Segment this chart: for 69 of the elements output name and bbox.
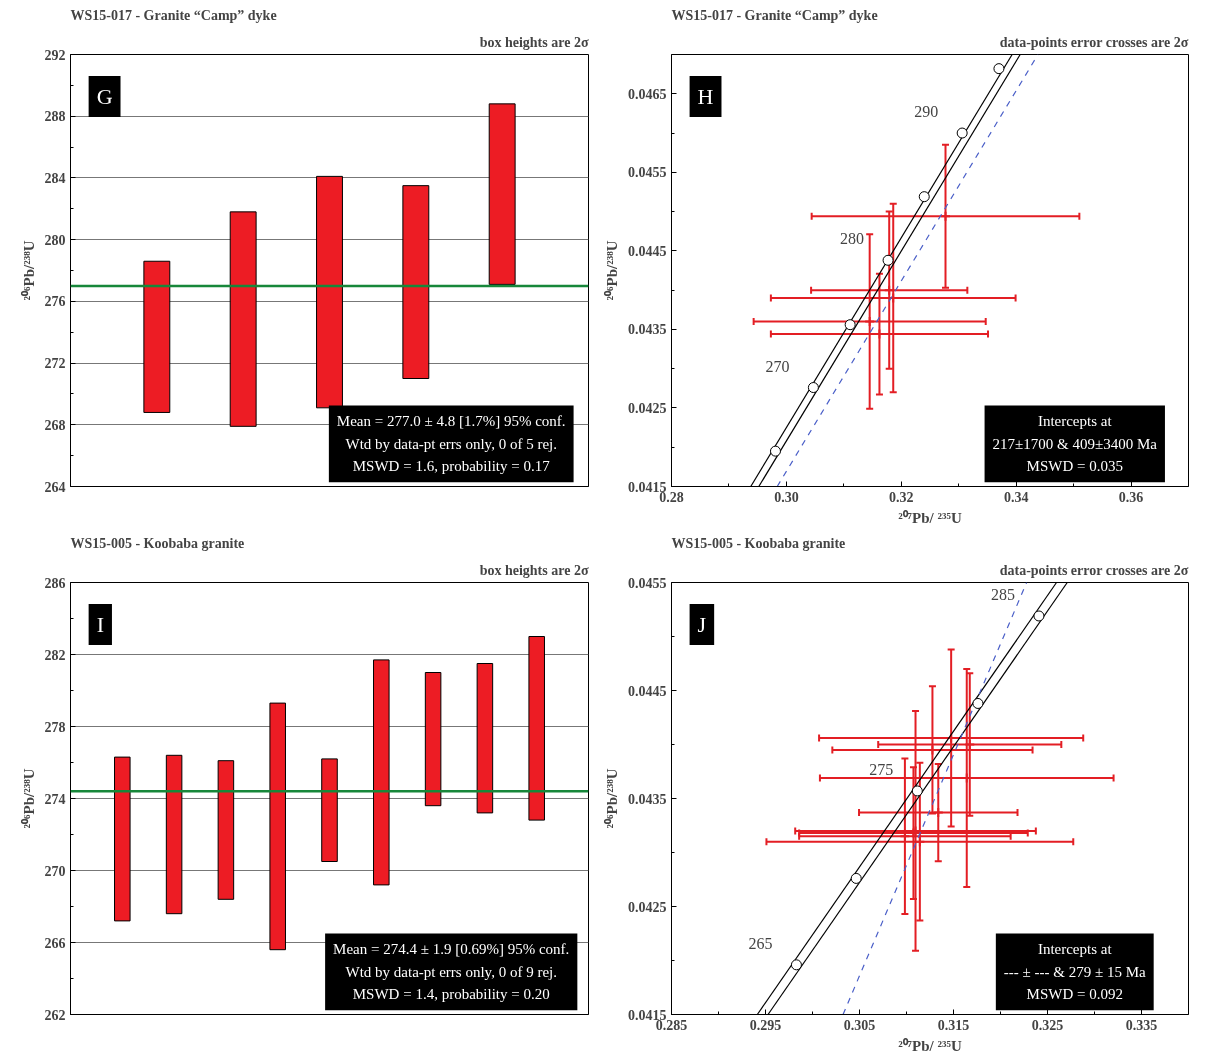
x-tick-label: 0.295 [749,1017,782,1033]
annotation: Wtd by data-pt errs only, 0 of 9 rej. [345,963,557,980]
annotation: Mean = 274.4 ± 1.9 [0.69%] 95% conf. [333,941,570,958]
y-tick-label: 0.0455 [628,575,667,591]
x-tick-label: 0.30 [774,489,799,505]
annotation: MSWD = 0.035 [1026,458,1123,475]
x-tick-label: 0.315 [937,1017,970,1033]
y-tick-label: 280 [44,232,66,248]
y-tick-label: 272 [44,356,66,372]
y-tick-label: 282 [44,647,66,663]
annotation: --- ± --- & 279 ± 15 Ma [1003,963,1147,980]
annotation: Mean = 277.0 ± 4.8 [1.7%] 95% conf. [336,413,566,430]
annotation: MSWD = 1.6, probability = 0.17 [352,458,551,475]
y-tick-label: 0.0445 [628,683,667,699]
annotation: 217±1700 & 409±3400 Ma [992,435,1158,452]
annotation: 285 [990,585,1015,603]
y-tick-label: 284 [44,170,66,186]
y-tick-label: 0.0455 [628,165,667,181]
annotation: MSWD = 1.4, probability = 0.20 [352,986,550,1003]
chart-title: WS15-005 - Koobaba granite [671,535,846,551]
annotation: 265 [748,934,773,952]
y-tick-label: 286 [44,575,66,591]
x-tick-label: 0.305 [843,1017,876,1033]
y-axis-title: ²⁰⁶Pb/²³⁸U [19,768,37,829]
annotation: MSWD = 0.092 [1026,986,1123,1003]
y-tick-label: 274 [44,791,66,807]
annotation: 275 [869,760,894,778]
x-tick-label: 0.36 [1118,489,1144,505]
annotation: J [697,612,707,638]
y-tick-label: 264 [44,479,66,495]
y-tick-label: 0.0425 [628,400,667,416]
chart-title: WS15-017 - Granite “Camp” dyke [70,7,277,23]
x-tick-label: 0.325 [1031,1017,1064,1033]
y-tick-label: 262 [44,1007,66,1023]
y-tick-label: 0.0425 [628,899,667,915]
y-tick-label: 0.0465 [628,86,667,102]
x-axis-title: ²⁰⁷Pb/ ²³⁵U [898,508,963,526]
y-tick-label: 268 [44,417,66,433]
x-tick-label: 0.335 [1125,1017,1158,1033]
chart-subtitle: box heights are 2σ [479,562,589,578]
annotation: 270 [765,357,790,375]
y-axis-title: ²⁰⁶Pb/²³⁸U [603,240,620,301]
x-tick-label: 0.32 [889,489,914,505]
annotation: 280 [840,230,865,248]
y-tick-label: 0.0435 [628,322,667,338]
annotation: Wtd by data-pt errs only, 0 of 5 rej. [345,435,557,452]
y-tick-label: 276 [44,294,66,310]
y-tick-label: 278 [44,719,66,735]
chart-title: WS15-005 - Koobaba granite [70,535,245,551]
y-tick-label: 266 [44,935,66,951]
annotation: H [697,84,714,110]
chart-subtitle: data-points error crosses are 2σ [999,34,1189,50]
y-axis-title: ²⁰⁶Pb/²³⁸U [19,240,37,301]
y-axis-title: ²⁰⁶Pb/²³⁸U [603,768,620,829]
y-tick-label: 288 [44,109,66,125]
annotation: Intercepts at [1037,941,1113,958]
chart-title: WS15-017 - Granite “Camp” dyke [671,7,878,23]
y-tick-label: 292 [44,47,66,63]
x-axis-title: ²⁰⁷Pb/ ²³⁵U [898,1036,963,1054]
annotation: 290 [914,103,939,121]
annotation: G [96,84,113,110]
y-tick-label: 0.0445 [628,243,667,259]
chart-subtitle: box heights are 2σ [479,34,589,50]
x-tick-label: 0.34 [1003,489,1029,505]
y-tick-label: 0.0435 [628,791,667,807]
annotation: Intercepts at [1037,413,1113,430]
y-tick-label: 270 [44,863,66,879]
annotation: I [96,612,104,638]
chart-subtitle: data-points error crosses are 2σ [999,562,1189,578]
